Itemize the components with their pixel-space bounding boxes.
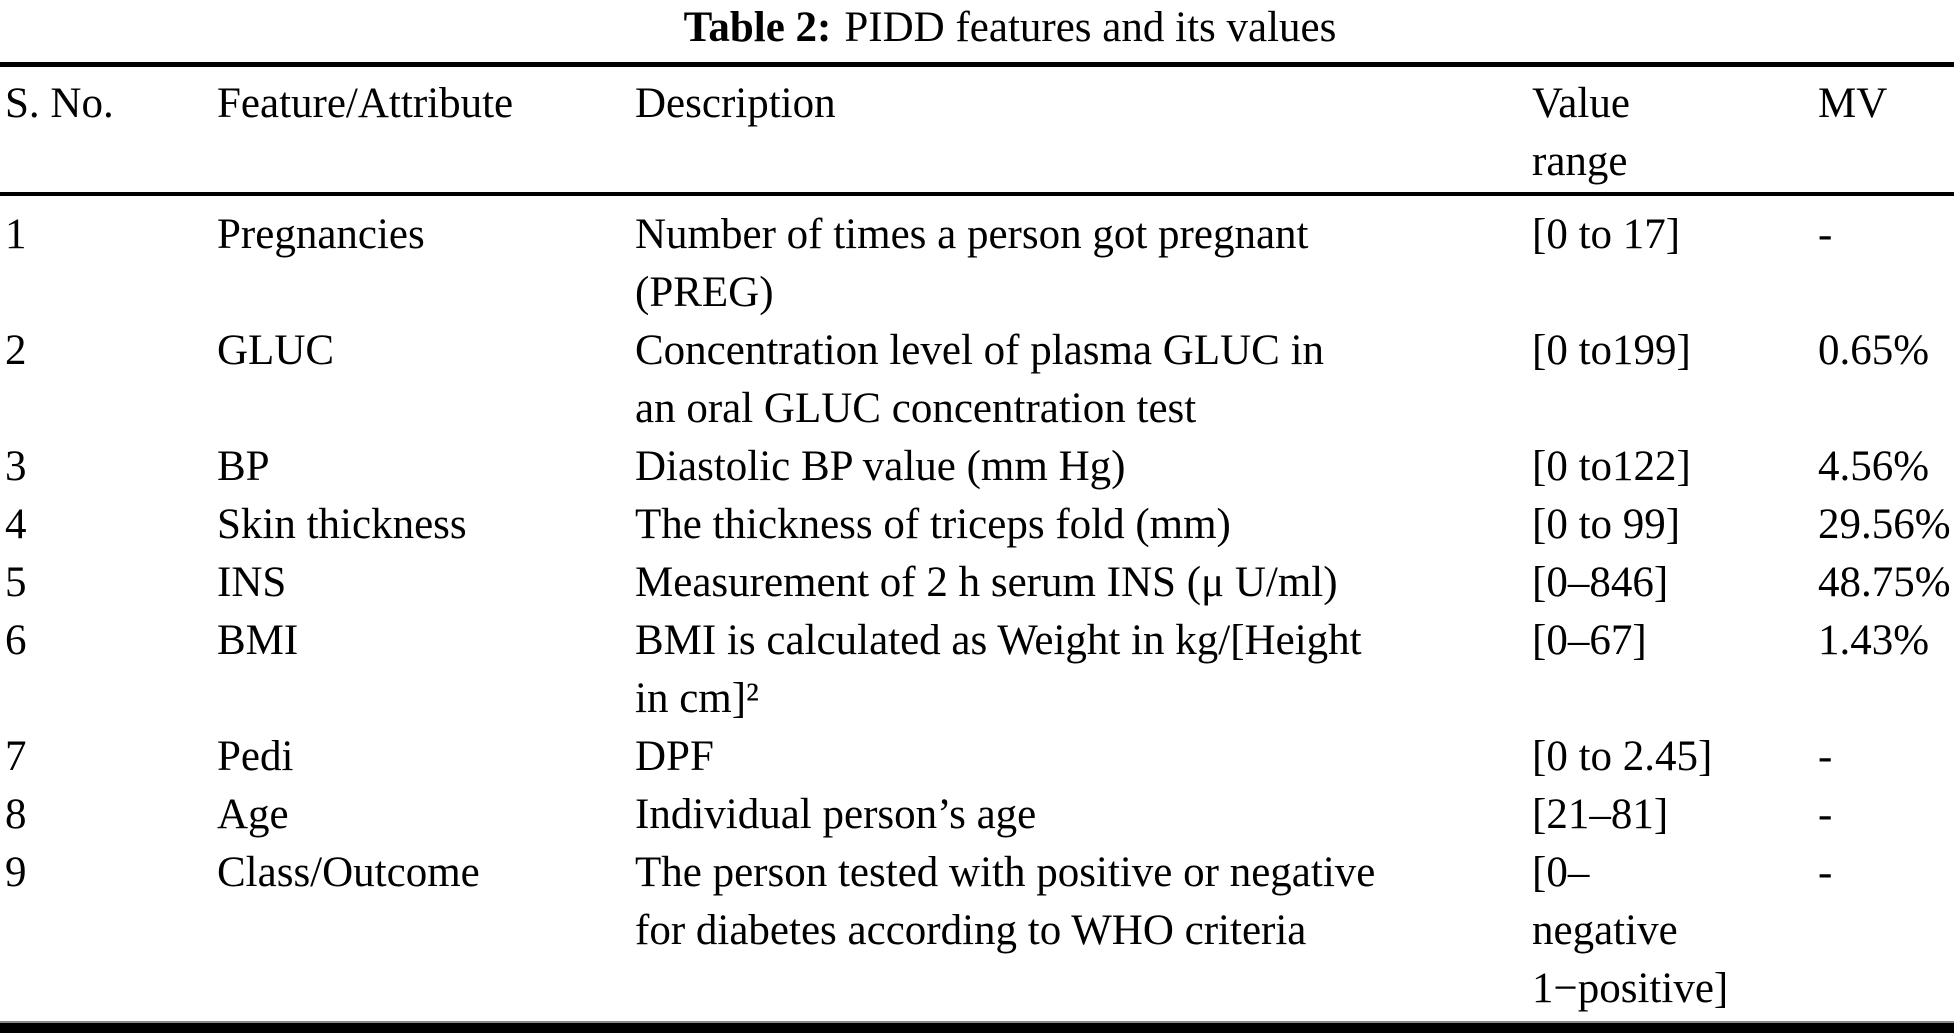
cell-mv: -	[1818, 791, 1833, 838]
value-range-line: [0 to 17]	[1532, 211, 1681, 258]
description-line: DPF	[635, 733, 714, 780]
cell-value-range: [0 to 99]	[1532, 496, 1818, 554]
table-row: 2 GLUC Concentration level of plasma GLUC …	[0, 322, 1954, 438]
cell-mv: -	[1818, 211, 1833, 258]
table-row: 3 BP Diastolic BP value (mm Hg) [0 to122] 4.…	[0, 438, 1954, 496]
cell-description: The person tested with positive or negat…	[635, 844, 1532, 1018]
cell-sno: 4	[5, 501, 27, 548]
col-header-feature: Feature/Attribute	[217, 80, 514, 127]
cell-feature: Class/Outcome	[217, 849, 480, 896]
cell-value-range: [0 to 2.45]	[1532, 728, 1818, 786]
cell-mv: 1.43%	[1818, 617, 1930, 664]
col-header-mv: MV	[1818, 80, 1888, 127]
value-range-line: [0 to 2.45]	[1532, 733, 1713, 780]
table-row: 4 Skin thickness The thickness of triceps …	[0, 496, 1954, 554]
description-line: an oral GLUC concentration test	[635, 385, 1197, 432]
cell-description: Diastolic BP value (mm Hg)	[635, 438, 1532, 496]
cell-value-range: [0– negative 1−positive]	[1532, 844, 1818, 1018]
col-header-value-range: Value range	[1532, 75, 1818, 192]
cell-feature: GLUC	[217, 327, 335, 374]
cell-value-range: [0 to122]	[1532, 438, 1818, 496]
cell-mv: 4.56%	[1818, 443, 1930, 490]
cell-sno: 8	[5, 791, 27, 838]
value-range-line: [0 to 99]	[1532, 501, 1681, 548]
table-caption-label: Table 2:	[683, 4, 832, 51]
description-line: The person tested with positive or negat…	[635, 849, 1376, 896]
description-line: Measurement of 2 h serum INS (μ U/ml)	[635, 559, 1338, 606]
table-row: 1 Pregnancies Number of times a person got…	[0, 206, 1954, 322]
description-line: Diastolic BP value (mm Hg)	[635, 443, 1126, 490]
cell-value-range: [21–81]	[1532, 786, 1818, 844]
table-row: 8 Age Individual person’s age [21–81] -	[0, 786, 1954, 844]
cell-mv: 0.65%	[1818, 327, 1930, 374]
cell-mv: -	[1818, 733, 1833, 780]
cell-description: Number of times a person got pregnant (PR…	[635, 206, 1532, 322]
cell-description: Individual person’s age	[635, 786, 1532, 844]
value-range-line: [0–	[1532, 849, 1590, 896]
description-line: Individual person’s age	[635, 791, 1037, 838]
cell-description: Concentration level of plasma GLUC in an …	[635, 322, 1532, 438]
cell-mv: 29.56%	[1818, 501, 1951, 548]
bottom-rule	[0, 1021, 1954, 1033]
cell-value-range: [0–846]	[1532, 554, 1818, 612]
col-header-sno: S. No.	[5, 80, 114, 127]
value-range-line: [21–81]	[1532, 791, 1669, 838]
cell-description: DPF	[635, 728, 1532, 786]
table-row: 9 Class/Outcome The person tested with pos…	[0, 844, 1954, 1018]
value-range-line: [0 to122]	[1532, 443, 1691, 490]
description-line: BMI is calculated as Weight in kg/[Heigh…	[635, 617, 1362, 664]
value-range-line: [0–846]	[1532, 559, 1669, 606]
cell-feature: Skin thickness	[217, 501, 467, 548]
value-range-line: [0 to199]	[1532, 327, 1691, 374]
table-caption: Table 2: PIDD features and its values	[0, 0, 1954, 56]
cell-feature: Pedi	[217, 733, 294, 780]
cell-sno: 9	[5, 849, 27, 896]
value-range-line: [0–67]	[1532, 617, 1647, 664]
cell-value-range: [0 to199]	[1532, 322, 1818, 438]
table-caption-text: PIDD features and its values	[844, 4, 1337, 51]
cell-sno: 6	[5, 617, 27, 664]
cell-sno: 5	[5, 559, 27, 606]
table-row: 7 Pedi DPF [0 to 2.45] -	[0, 728, 1954, 786]
cell-sno: 2	[5, 327, 27, 374]
table-header-row: S. No. Feature/Attribute Description Val…	[0, 67, 1954, 192]
description-line: in cm]²	[635, 675, 759, 722]
cell-mv: 48.75%	[1818, 559, 1951, 606]
description-line: (PREG)	[635, 269, 774, 316]
cell-mv: -	[1818, 849, 1833, 896]
value-range-line: negative	[1532, 907, 1678, 954]
cell-description: The thickness of triceps fold (mm)	[635, 496, 1532, 554]
cell-description: BMI is calculated as Weight in kg/[Heigh…	[635, 612, 1532, 728]
cell-value-range: [0–67]	[1532, 612, 1818, 728]
col-header-value-range-line: range	[1532, 138, 1628, 185]
cell-feature: BP	[217, 443, 270, 490]
cell-sno: 3	[5, 443, 27, 490]
description-line: Number of times a person got pregnant	[635, 211, 1309, 258]
description-line: for diabetes according to WHO criteria	[635, 907, 1307, 954]
description-line: Concentration level of plasma GLUC in	[635, 327, 1325, 374]
col-header-value-range-line: Value	[1532, 80, 1630, 127]
value-range-line: 1−positive]	[1532, 965, 1729, 1012]
table-body: 1 Pregnancies Number of times a person got…	[0, 196, 1954, 1018]
header-rule	[0, 192, 1954, 196]
description-line: The thickness of triceps fold (mm)	[635, 501, 1231, 548]
cell-value-range: [0 to 17]	[1532, 206, 1818, 322]
cell-feature: Pregnancies	[217, 211, 425, 258]
cell-feature: BMI	[217, 617, 299, 664]
col-header-description: Description	[635, 80, 836, 127]
cell-sno: 7	[5, 733, 27, 780]
cell-feature: Age	[217, 791, 289, 838]
table-row: 6 BMI BMI is calculated as Weight in kg/[H…	[0, 612, 1954, 728]
table-row: 5 INS Measurement of 2 h serum INS (μ U/ml…	[0, 554, 1954, 612]
pidd-features-table: S. No. Feature/Attribute Description Val…	[0, 62, 1954, 1018]
cell-feature: INS	[217, 559, 287, 606]
cell-sno: 1	[5, 211, 27, 258]
cell-description: Measurement of 2 h serum INS (μ U/ml)	[635, 554, 1532, 612]
